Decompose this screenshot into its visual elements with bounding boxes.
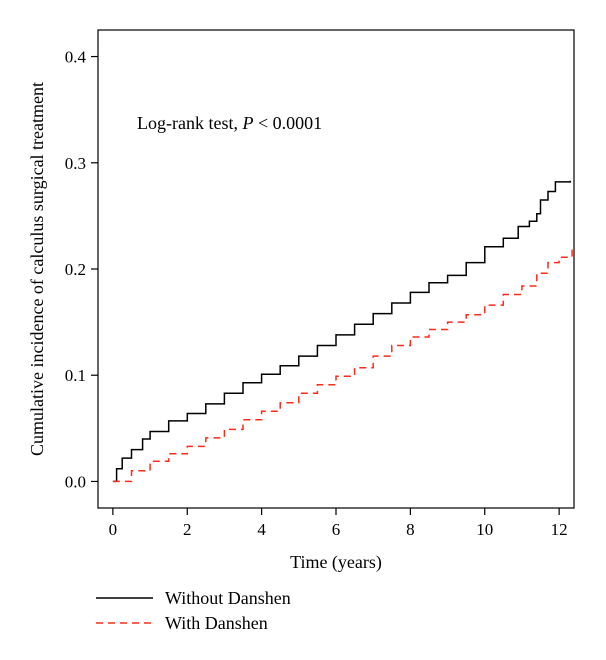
labels: Time (years) Cumulative incidence of calc… xyxy=(27,82,382,573)
x-axis-label: Time (years) xyxy=(290,552,382,573)
legend: Without Danshen With Danshen xyxy=(96,588,291,633)
y-tick-label: 0.0 xyxy=(65,472,86,491)
x-tick-label: 6 xyxy=(332,520,341,539)
series-lines xyxy=(112,180,573,483)
series-line-with-danshen xyxy=(112,247,573,483)
annotation-p: P xyxy=(241,113,253,133)
x-tick-label: 8 xyxy=(406,520,415,539)
x-tick-label: 12 xyxy=(551,520,568,539)
plot-area xyxy=(97,29,575,509)
legend-label: Without Danshen xyxy=(165,588,291,608)
y-tick-label: 0.2 xyxy=(65,260,86,279)
x-tick-label: 10 xyxy=(476,520,493,539)
y-tick-label: 0.3 xyxy=(65,154,86,173)
y-tick-label: 0.4 xyxy=(65,48,87,67)
legend-label: With Danshen xyxy=(165,613,268,633)
y-axis-label: Cumulative incidence of calculus surgica… xyxy=(27,82,47,456)
x-tick-label: 0 xyxy=(109,520,118,539)
annotation-suffix: < 0.0001 xyxy=(253,113,322,133)
axes: 0 2 4 6 8 10 12 0.0 0.1 0.2 0.3 0.4 xyxy=(65,48,568,539)
series-line-without-danshen xyxy=(112,180,572,483)
annotation-prefix: Log-rank test, xyxy=(137,113,242,133)
plot-frame xyxy=(97,29,575,509)
x-tick-label: 4 xyxy=(257,520,266,539)
log-rank-annotation: Log-rank test, P < 0.0001 xyxy=(137,113,322,133)
y-tick-label: 0.1 xyxy=(65,366,86,385)
x-tick-label: 2 xyxy=(183,520,192,539)
